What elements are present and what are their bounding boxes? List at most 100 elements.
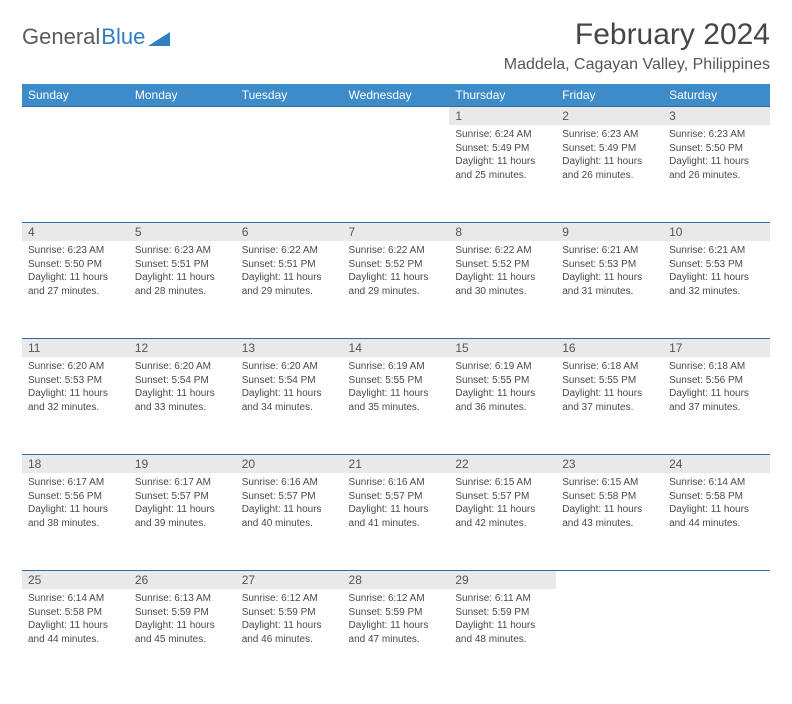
daylight-text: Daylight: 11 hours <box>349 503 444 517</box>
brand-part2: Blue <box>101 26 145 48</box>
day-number: 16 <box>556 339 663 358</box>
day-number: 21 <box>343 455 450 474</box>
weekday-header: Monday <box>129 84 236 107</box>
day-number: 3 <box>663 107 770 126</box>
day-number: 9 <box>556 223 663 242</box>
daylight-text: and 29 minutes. <box>242 285 337 299</box>
month-title: February 2024 <box>504 18 770 52</box>
day-number <box>22 107 129 126</box>
sunset-text: Sunset: 5:59 PM <box>349 606 444 620</box>
sunrise-text: Sunrise: 6:13 AM <box>135 592 230 606</box>
daylight-text: and 37 minutes. <box>669 401 764 415</box>
daylight-text: and 35 minutes. <box>349 401 444 415</box>
daylight-text: Daylight: 11 hours <box>562 503 657 517</box>
sunrise-text: Sunrise: 6:21 AM <box>669 244 764 258</box>
day-number: 17 <box>663 339 770 358</box>
content-row: Sunrise: 6:20 AMSunset: 5:53 PMDaylight:… <box>22 357 770 455</box>
day-number: 5 <box>129 223 236 242</box>
day-cell: Sunrise: 6:14 AMSunset: 5:58 PMDaylight:… <box>663 473 770 571</box>
day-cell <box>129 125 236 223</box>
sunset-text: Sunset: 5:57 PM <box>242 490 337 504</box>
sunset-text: Sunset: 5:59 PM <box>135 606 230 620</box>
daylight-text: Daylight: 11 hours <box>669 271 764 285</box>
daylight-text: Daylight: 11 hours <box>455 503 550 517</box>
sunrise-text: Sunrise: 6:16 AM <box>242 476 337 490</box>
daylight-text: Daylight: 11 hours <box>669 503 764 517</box>
weekday-header: Tuesday <box>236 84 343 107</box>
sunrise-text: Sunrise: 6:15 AM <box>562 476 657 490</box>
daynum-row: 11121314151617 <box>22 339 770 358</box>
day-number: 25 <box>22 571 129 590</box>
day-cell: Sunrise: 6:19 AMSunset: 5:55 PMDaylight:… <box>343 357 450 455</box>
daylight-text: Daylight: 11 hours <box>242 619 337 633</box>
day-number: 10 <box>663 223 770 242</box>
day-cell: Sunrise: 6:23 AMSunset: 5:49 PMDaylight:… <box>556 125 663 223</box>
day-cell: Sunrise: 6:20 AMSunset: 5:54 PMDaylight:… <box>236 357 343 455</box>
daylight-text: and 38 minutes. <box>28 517 123 531</box>
day-cell: Sunrise: 6:15 AMSunset: 5:58 PMDaylight:… <box>556 473 663 571</box>
header: GeneralBlue February 2024 Maddela, Cagay… <box>22 18 770 74</box>
brand-part1: General <box>22 26 100 48</box>
daylight-text: Daylight: 11 hours <box>135 503 230 517</box>
daylight-text: and 44 minutes. <box>669 517 764 531</box>
day-number: 23 <box>556 455 663 474</box>
day-cell: Sunrise: 6:11 AMSunset: 5:59 PMDaylight:… <box>449 589 556 686</box>
daylight-text: Daylight: 11 hours <box>669 387 764 401</box>
day-number: 8 <box>449 223 556 242</box>
sunset-text: Sunset: 5:56 PM <box>669 374 764 388</box>
day-cell: Sunrise: 6:12 AMSunset: 5:59 PMDaylight:… <box>343 589 450 686</box>
sunrise-text: Sunrise: 6:12 AM <box>349 592 444 606</box>
sunset-text: Sunset: 5:50 PM <box>669 142 764 156</box>
daylight-text: and 26 minutes. <box>669 169 764 183</box>
sunset-text: Sunset: 5:57 PM <box>349 490 444 504</box>
sunrise-text: Sunrise: 6:23 AM <box>669 128 764 142</box>
daylight-text: and 47 minutes. <box>349 633 444 647</box>
daylight-text: and 37 minutes. <box>562 401 657 415</box>
daylight-text: and 42 minutes. <box>455 517 550 531</box>
sunset-text: Sunset: 5:50 PM <box>28 258 123 272</box>
day-cell: Sunrise: 6:17 AMSunset: 5:57 PMDaylight:… <box>129 473 236 571</box>
day-number <box>236 107 343 126</box>
day-number <box>343 107 450 126</box>
day-number: 26 <box>129 571 236 590</box>
sunset-text: Sunset: 5:49 PM <box>455 142 550 156</box>
sunrise-text: Sunrise: 6:21 AM <box>562 244 657 258</box>
sunset-text: Sunset: 5:57 PM <box>455 490 550 504</box>
day-cell: Sunrise: 6:15 AMSunset: 5:57 PMDaylight:… <box>449 473 556 571</box>
day-cell: Sunrise: 6:22 AMSunset: 5:51 PMDaylight:… <box>236 241 343 339</box>
day-number: 6 <box>236 223 343 242</box>
sunset-text: Sunset: 5:58 PM <box>669 490 764 504</box>
content-row: Sunrise: 6:23 AMSunset: 5:50 PMDaylight:… <box>22 241 770 339</box>
daylight-text: Daylight: 11 hours <box>349 387 444 401</box>
sunrise-text: Sunrise: 6:19 AM <box>455 360 550 374</box>
day-cell <box>236 125 343 223</box>
day-cell: Sunrise: 6:13 AMSunset: 5:59 PMDaylight:… <box>129 589 236 686</box>
day-cell: Sunrise: 6:16 AMSunset: 5:57 PMDaylight:… <box>236 473 343 571</box>
weekday-header: Wednesday <box>343 84 450 107</box>
sunrise-text: Sunrise: 6:16 AM <box>349 476 444 490</box>
weekday-header: Saturday <box>663 84 770 107</box>
daylight-text: and 44 minutes. <box>28 633 123 647</box>
day-number <box>663 571 770 590</box>
daylight-text: and 46 minutes. <box>242 633 337 647</box>
sunrise-text: Sunrise: 6:14 AM <box>28 592 123 606</box>
daylight-text: Daylight: 11 hours <box>28 271 123 285</box>
day-number: 2 <box>556 107 663 126</box>
day-cell <box>22 125 129 223</box>
day-number: 11 <box>22 339 129 358</box>
daylight-text: and 29 minutes. <box>349 285 444 299</box>
daylight-text: and 40 minutes. <box>242 517 337 531</box>
day-number: 22 <box>449 455 556 474</box>
sunrise-text: Sunrise: 6:17 AM <box>135 476 230 490</box>
sunset-text: Sunset: 5:54 PM <box>135 374 230 388</box>
day-cell: Sunrise: 6:20 AMSunset: 5:54 PMDaylight:… <box>129 357 236 455</box>
sunset-text: Sunset: 5:53 PM <box>562 258 657 272</box>
sunrise-text: Sunrise: 6:23 AM <box>135 244 230 258</box>
sunrise-text: Sunrise: 6:22 AM <box>455 244 550 258</box>
sunset-text: Sunset: 5:52 PM <box>455 258 550 272</box>
day-number: 18 <box>22 455 129 474</box>
day-number: 20 <box>236 455 343 474</box>
day-cell: Sunrise: 6:22 AMSunset: 5:52 PMDaylight:… <box>449 241 556 339</box>
sunrise-text: Sunrise: 6:22 AM <box>242 244 337 258</box>
daylight-text: and 45 minutes. <box>135 633 230 647</box>
